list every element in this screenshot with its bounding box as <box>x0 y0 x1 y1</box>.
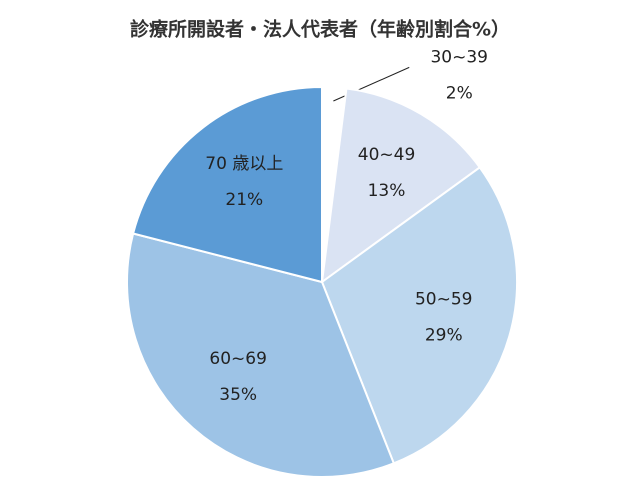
pie-slice <box>131 85 323 284</box>
slice-value-label: 2% <box>446 83 473 103</box>
slice-value-label: 35% <box>219 385 257 405</box>
slice-label: 40~49 <box>358 145 416 165</box>
slice-value-label: 29% <box>425 325 463 345</box>
slice-value-label: 13% <box>368 181 406 201</box>
slice-label: 60~69 <box>209 349 267 369</box>
slice-label: 70 歳以上 <box>205 154 283 174</box>
pie-slice <box>320 165 518 465</box>
pie-slice <box>320 87 482 285</box>
slice-value-label: 21% <box>225 190 263 210</box>
slice-label: 50~59 <box>415 289 473 309</box>
chart-title: 診療所開設者・法人代表者（年齢別割合%） <box>130 18 510 41</box>
pie-slice <box>126 232 396 478</box>
slice-label: 30~39 <box>430 47 488 67</box>
